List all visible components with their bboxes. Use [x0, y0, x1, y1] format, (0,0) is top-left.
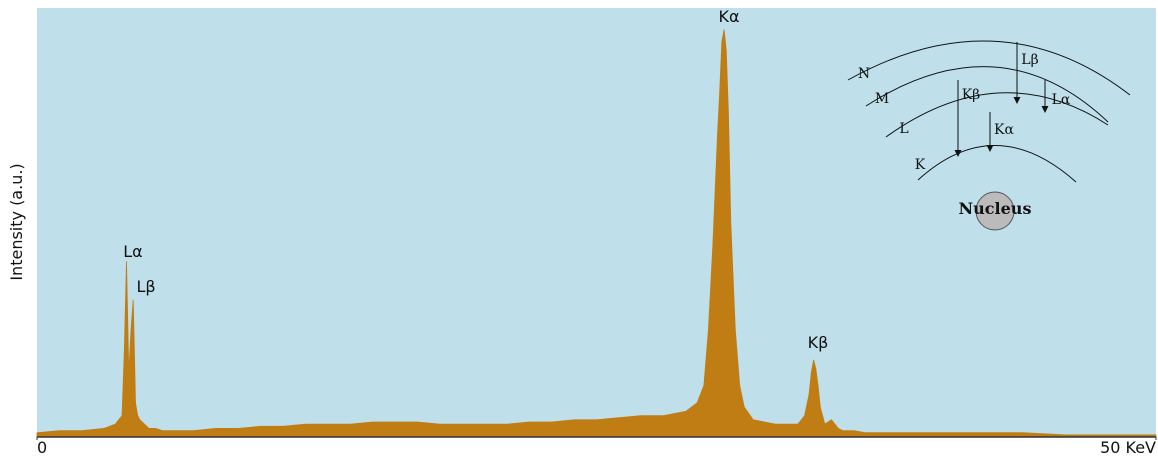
- shell-label: L: [899, 121, 908, 137]
- shell-label: K: [915, 157, 926, 173]
- shell-label: M: [875, 91, 889, 107]
- transition-label: Lβ: [1021, 52, 1038, 68]
- shell-arc: [917, 145, 1077, 183]
- x-tick-label: 0: [37, 438, 47, 457]
- nucleus: [975, 191, 1015, 231]
- peak-label: Kβ: [808, 333, 829, 352]
- arrow-head: [954, 150, 962, 157]
- peak-label: Lβ: [136, 277, 155, 296]
- arrow-head: [1041, 106, 1049, 113]
- nucleus-label: Nucleus: [959, 199, 1032, 218]
- plot-background: [37, 8, 1156, 437]
- x-tick-label: 50 KeV: [1100, 438, 1156, 457]
- arrow-head: [1013, 97, 1021, 104]
- peak-label: Lα: [123, 242, 142, 261]
- spectrum-area: [36, 29, 1157, 438]
- transition-label: Kα: [994, 122, 1014, 138]
- transition-label: Kβ: [962, 87, 981, 103]
- transition-label: Lα: [1052, 92, 1071, 108]
- y-axis-label: Intensity (a.u.): [7, 163, 26, 280]
- arrow-head: [986, 145, 994, 152]
- shell-arc: [847, 40, 1131, 96]
- shell-label: N: [858, 66, 870, 82]
- atom-diagram: NML K Lβ Lα Kβ Kα Nucleus: [847, 40, 1131, 231]
- shell-arc: [885, 92, 1109, 138]
- shell-arc: [865, 66, 1109, 123]
- peak-label: Kα: [718, 7, 739, 26]
